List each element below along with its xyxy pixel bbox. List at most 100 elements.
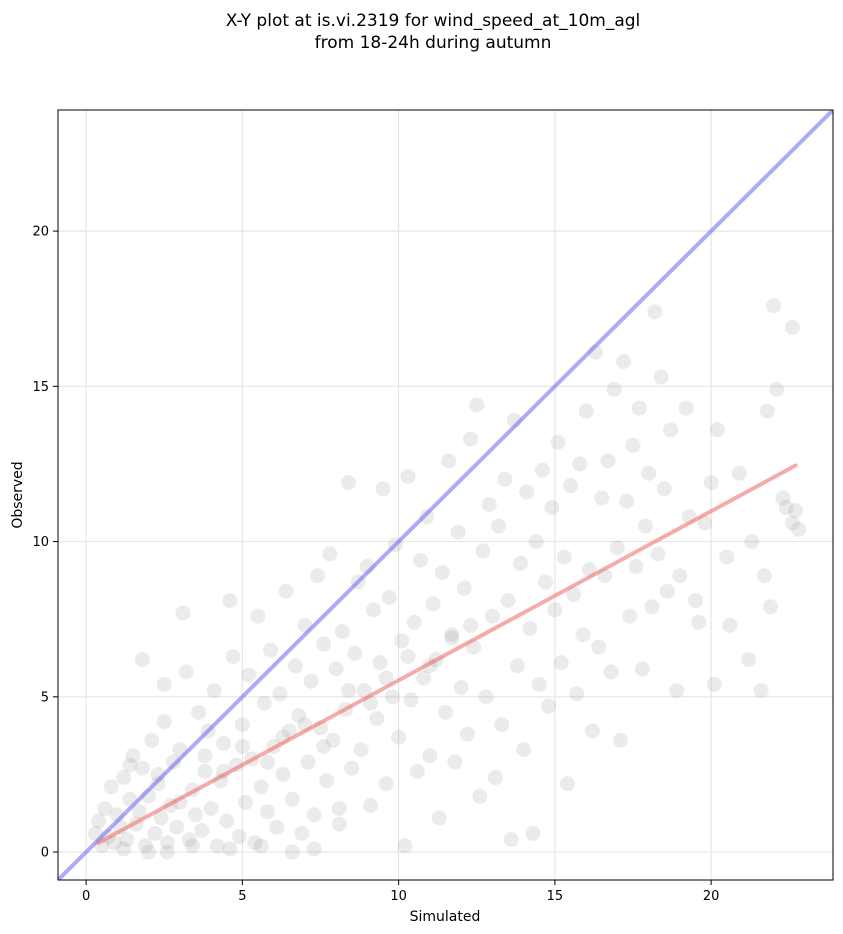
scatter-point: [166, 754, 182, 770]
scatter-point: [575, 627, 591, 643]
scatter-point: [634, 661, 650, 677]
scatter-point: [522, 621, 538, 637]
scatter-point: [288, 658, 303, 674]
x-tick-label: 5: [238, 889, 246, 904]
scatter-point: [328, 661, 344, 677]
scatter-point: [250, 608, 266, 624]
scatter-point: [378, 776, 394, 792]
scatter-point: [331, 801, 347, 817]
scatter-point: [316, 738, 332, 754]
scatter-point: [178, 664, 194, 680]
scatter-point: [400, 468, 416, 484]
scatter-point: [275, 766, 291, 782]
scatter-point: [91, 813, 107, 829]
scatter-point: [384, 689, 400, 705]
scatter-point: [153, 810, 169, 826]
scatter-point: [400, 648, 416, 664]
scatter-point: [444, 627, 460, 643]
scatter-point: [372, 655, 388, 671]
scatter-point: [341, 683, 357, 699]
scatter-point: [609, 540, 625, 556]
scatter-point: [259, 804, 275, 820]
scatter-point: [325, 732, 341, 748]
scatter-point: [316, 636, 332, 652]
scatter-point: [175, 605, 191, 621]
scatter-point: [566, 586, 582, 602]
lines-layer: [58, 110, 833, 880]
scatter-point: [556, 549, 572, 565]
scatter-point: [606, 381, 622, 397]
scatter-point: [484, 608, 500, 624]
scatter-point: [450, 524, 466, 540]
scatter-point: [263, 642, 278, 658]
y-axis-label: Observed: [10, 461, 26, 528]
scatter-point: [147, 825, 163, 841]
y-tick-label: 0: [41, 846, 49, 861]
scatter-point: [778, 499, 794, 515]
scatter-point: [641, 465, 657, 481]
scatter-point: [422, 748, 438, 764]
scatter-point: [513, 555, 528, 571]
x-tick-label: 0: [82, 889, 90, 904]
y-tick-label: 10: [32, 535, 49, 550]
scatter-point: [366, 602, 382, 618]
scatter-point: [425, 596, 441, 612]
x-axis-label: Simulated: [410, 909, 481, 925]
scatter-point: [578, 403, 594, 419]
scatter-point: [159, 844, 175, 860]
scatter-point: [769, 381, 785, 397]
x-tick-label: 20: [703, 889, 720, 904]
scatter-point: [413, 552, 428, 568]
scatter-point: [309, 568, 325, 584]
scatter-point: [434, 565, 450, 581]
scatter-point: [222, 593, 238, 609]
scatter-point: [453, 680, 469, 695]
scatter-point: [156, 714, 172, 730]
scatter-point: [638, 518, 653, 534]
scatter-point: [788, 503, 803, 519]
scatter-point: [169, 819, 185, 835]
scatter-point: [150, 776, 166, 792]
scatter-point: [766, 298, 782, 314]
scatter-point: [416, 670, 432, 686]
scatter-point: [553, 655, 569, 671]
points-layer: [88, 298, 807, 860]
scatter-point: [222, 841, 238, 857]
scatter-point: [544, 499, 560, 515]
scatter-point: [744, 534, 760, 550]
scatter-point: [678, 400, 694, 416]
scatter-point: [131, 804, 147, 820]
scatter-point: [238, 794, 253, 810]
scatter-point: [600, 453, 616, 469]
scatter-point: [603, 664, 619, 680]
scatter-point: [475, 543, 491, 559]
scatter-point: [144, 732, 160, 748]
y-tick-label: 5: [41, 690, 49, 705]
scatter-point: [272, 686, 288, 702]
scatter-point: [653, 369, 669, 385]
scatter-point: [478, 689, 494, 705]
scatter-point: [344, 760, 360, 776]
scatter-point: [294, 825, 310, 841]
scatter-point: [156, 676, 172, 692]
scatter-point: [409, 763, 425, 779]
scatter-point: [697, 515, 713, 531]
scatter-point: [188, 807, 203, 823]
scatter-point: [456, 580, 472, 596]
scatter-point: [234, 738, 250, 754]
scatter-point: [759, 403, 775, 419]
scatter-point: [619, 493, 635, 509]
scatter-point: [591, 639, 607, 655]
scatter-point: [531, 676, 547, 692]
scatter-point: [703, 475, 719, 491]
scatter-point: [103, 779, 119, 795]
scatter-point: [356, 683, 372, 699]
scatter-point: [125, 748, 141, 764]
scatter-point: [138, 838, 153, 854]
scatter-point: [181, 832, 197, 848]
scatter-point: [403, 692, 419, 708]
scatter-point: [247, 835, 263, 851]
scatter-point: [500, 593, 516, 609]
scatter-point: [497, 471, 513, 487]
